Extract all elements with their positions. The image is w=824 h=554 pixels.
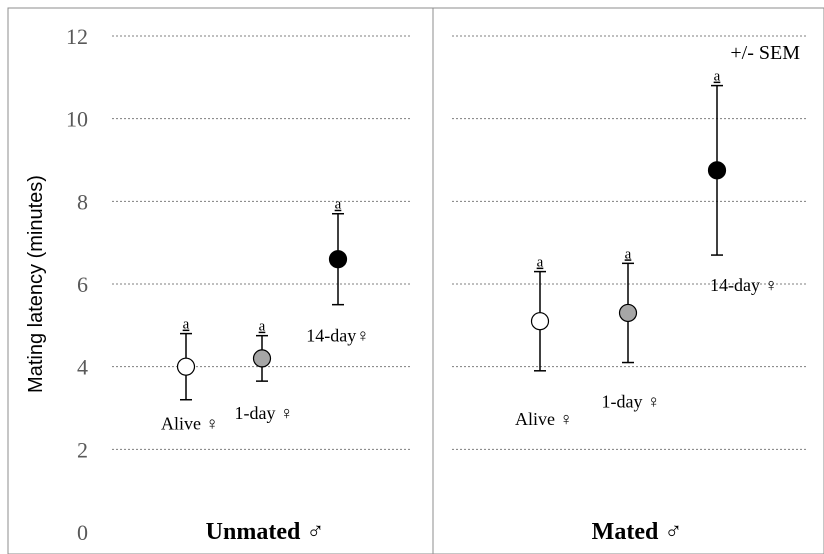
data-point	[176, 357, 196, 376]
panel-mated: Mated ♂ a Alive ♀ a 1-day ♀ a 14-day ♀	[515, 69, 778, 545]
y-tick-label: 6	[77, 272, 88, 297]
significance-letter: a	[183, 317, 190, 333]
significance-letter: a	[537, 255, 544, 271]
significance-letter: a	[625, 246, 632, 262]
y-axis-label: Mating latency (minutes)	[25, 175, 47, 393]
data-point	[328, 250, 348, 269]
y-tick-label: 12	[66, 24, 88, 49]
chart-frame	[7, 7, 824, 554]
point-label: 1-day ♀	[602, 392, 661, 412]
point-label: Alive ♀	[161, 414, 219, 434]
data-point	[707, 161, 727, 180]
point-label: 14-day♀	[306, 326, 369, 346]
significance-letter: a	[335, 197, 342, 213]
significance-letter: a	[259, 319, 266, 335]
y-tick-label: 0	[77, 520, 88, 545]
data-point	[252, 349, 272, 368]
data-marks: Unmated ♂ a Alive ♀ a 1-day ♀ a 14-day♀ Mated ♂…	[161, 69, 778, 545]
y-tick-label: 10	[66, 107, 88, 132]
panel-title: Mated ♂	[592, 519, 683, 545]
data-point	[530, 312, 550, 331]
y-tick-labels: 0 2 4 6 8 10 12	[66, 24, 88, 545]
y-tick-label: 2	[77, 437, 88, 462]
panel-unmated: Unmated ♂ a Alive ♀ a 1-day ♀ a 14-day♀	[161, 197, 370, 545]
panel-title: Unmated ♂	[206, 519, 325, 545]
significance-letter: a	[714, 69, 721, 85]
data-point	[618, 303, 638, 323]
gridlines	[112, 35, 808, 450]
sem-annotation: +/- SEM	[730, 42, 800, 64]
y-tick-label: 4	[77, 355, 88, 380]
point-label: Alive ♀	[515, 409, 573, 429]
point-label: 14-day ♀	[710, 275, 778, 295]
y-tick-label: 8	[77, 189, 88, 214]
point-label: 1-day ♀	[235, 403, 294, 423]
